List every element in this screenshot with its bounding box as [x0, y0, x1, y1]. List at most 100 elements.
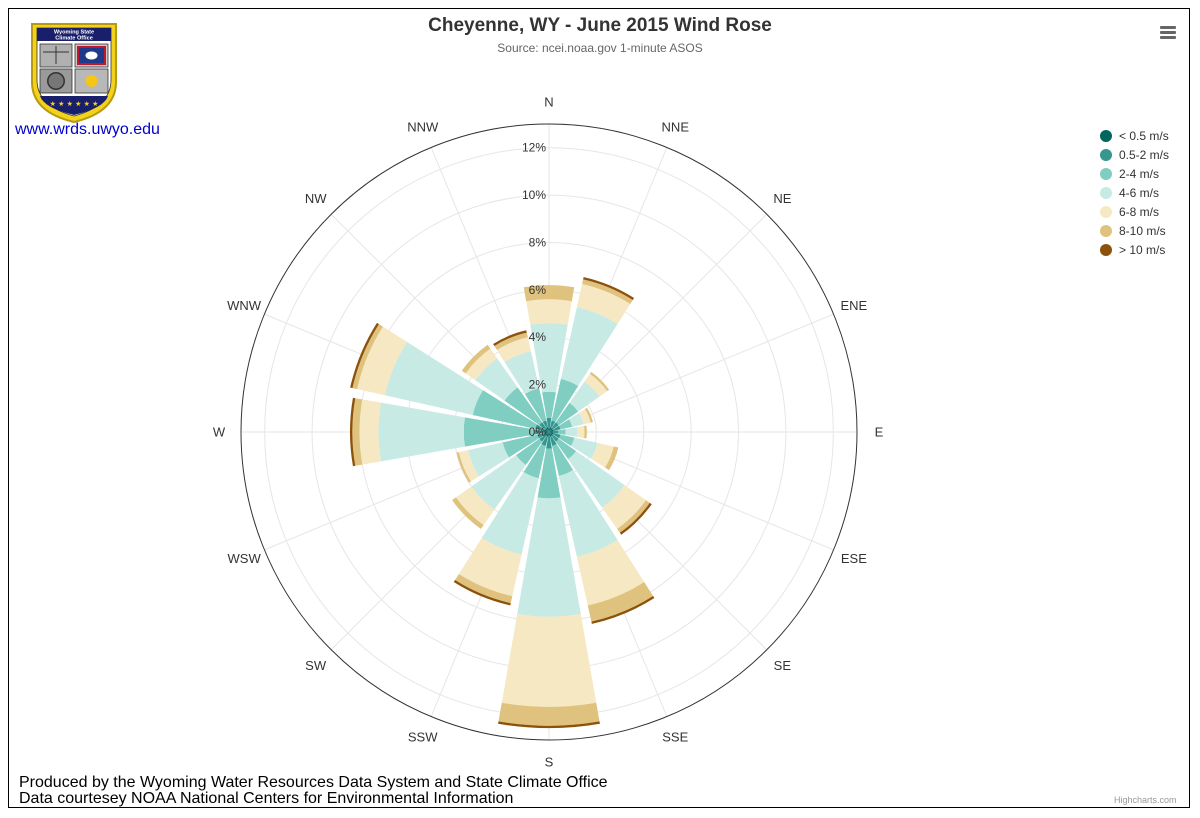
legend-item[interactable]: > 10 m/s — [1100, 240, 1169, 259]
legend-swatch-icon — [1100, 186, 1112, 199]
wind-rose-bars — [349, 277, 655, 729]
wind-bar-segment — [552, 444, 574, 476]
wind-bar-segment — [456, 452, 471, 483]
radial-tick-label: 2% — [529, 378, 547, 392]
legend-item[interactable]: 8-10 m/s — [1100, 221, 1169, 240]
wind-bar-segment — [494, 332, 528, 350]
wind-bar-segment — [523, 285, 575, 302]
wind-bar-segment — [589, 371, 610, 392]
wind-bar-segment — [359, 399, 381, 465]
chart-frame — [8, 8, 1190, 808]
wind-bar-segment — [504, 387, 543, 426]
legend-swatch-icon — [1100, 148, 1112, 161]
highcharts-credit-link[interactable]: Highcharts.com — [1114, 795, 1177, 805]
direction-label: ENE — [841, 298, 868, 313]
wind-bar-segment — [605, 446, 619, 471]
wind-bar-segment — [584, 373, 608, 397]
wind-bar-segment — [498, 702, 600, 726]
wind-bar-segment — [468, 442, 509, 477]
legend-item[interactable]: < 0.5 m/s — [1100, 126, 1169, 145]
legend-item[interactable]: 2-4 m/s — [1100, 164, 1169, 183]
wind-bar-segment — [526, 299, 572, 325]
legend-item[interactable]: 0.5-2 m/s — [1100, 145, 1169, 164]
grid-spoke — [548, 313, 834, 433]
wind-bar-segment — [553, 433, 561, 439]
wind-bar-segment — [349, 397, 356, 467]
footer-credit-line2: Data courtesey NOAA National Centers for… — [19, 790, 514, 807]
wind-bar-segment — [591, 596, 655, 624]
wind-bar-segment — [559, 419, 573, 430]
wind-bar-segment — [537, 448, 561, 499]
direction-label: WNW — [227, 298, 262, 313]
wind-bar-segment — [617, 500, 650, 533]
logo-text-line2: Climate Office — [55, 36, 93, 42]
direction-label: NE — [773, 191, 791, 206]
footer-credit-line1: Produced by the Wyoming Water Resources … — [19, 774, 608, 791]
legend-swatch-icon — [1100, 129, 1112, 142]
wind-bar-segment — [579, 409, 591, 425]
wind-bar-segment — [550, 420, 556, 428]
polar-axis-labels: N NNE NE ENE E ESE SE SSE S SSW SW WSW W WNW NW NNW 0% 2%… — [213, 95, 884, 770]
wind-bar-segment — [472, 390, 537, 429]
wind-bar-segment — [504, 351, 540, 394]
chart-legend: < 0.5 m/s 0.5-2 m/s 2-4 m/s 4-6 m/s 6-8 m/s 8… — [1100, 126, 1169, 259]
wind-bar-segment — [458, 538, 522, 597]
wind-bar-segment — [523, 444, 546, 479]
wind-bar-segment — [565, 427, 578, 437]
wind-bar-segment — [551, 434, 559, 442]
wind-bar-segment — [555, 402, 579, 426]
wind-bar-segment — [546, 432, 549, 437]
legend-swatch-icon — [1100, 205, 1112, 218]
legend-item[interactable]: 4-6 m/s — [1100, 183, 1169, 202]
wind-bar-segment — [544, 429, 549, 432]
legend-swatch-icon — [1100, 167, 1112, 180]
wind-bar-segment — [546, 417, 552, 428]
wind-bar-segment — [549, 429, 554, 432]
wind-bar-segment — [553, 430, 559, 434]
wind-bar-segment — [549, 432, 552, 437]
wind-bar-segment — [530, 323, 568, 393]
wind-bar-segment — [549, 428, 553, 432]
direction-label: NNW — [407, 120, 439, 135]
website-link[interactable]: www.wrds.uwyo.edu — [15, 121, 160, 138]
wind-bar-segment — [568, 451, 625, 508]
wind-bar-segment — [585, 407, 593, 423]
direction-label: SSE — [662, 729, 688, 744]
wind-bar-segment — [378, 402, 465, 462]
wind-bar-segment — [553, 425, 561, 431]
outer-ring — [240, 123, 858, 741]
direction-label: SW — [305, 658, 327, 673]
legend-swatch-icon — [1100, 243, 1112, 256]
svg-text:★ ★ ★ ★ ★ ★: ★ ★ ★ ★ ★ ★ — [50, 100, 99, 108]
wind-bar-segment — [558, 429, 566, 435]
radial-tick-label: 8% — [529, 235, 547, 249]
wind-bar-segment — [549, 431, 554, 433]
wind-bar-segment — [465, 348, 498, 381]
wind-bar-segment — [455, 574, 513, 604]
radial-tick-label: 0% — [529, 425, 547, 439]
wind-bar-segment — [501, 614, 597, 707]
wind-bar-segment — [461, 344, 491, 374]
wind-bar-segment — [502, 434, 539, 458]
logo-text-line1: Wyoming State — [54, 30, 94, 36]
wind-bar-segment — [549, 432, 554, 435]
direction-label: WSW — [228, 551, 262, 566]
direction-label: S — [545, 755, 554, 770]
hamburger-menu-icon[interactable] — [1154, 24, 1182, 46]
wind-bar-segment — [357, 326, 407, 396]
wind-bar-segment — [560, 307, 618, 386]
wind-bar-segment — [539, 434, 547, 442]
wind-bar-segment — [548, 427, 550, 432]
wind-bar-segment — [544, 431, 549, 433]
wind-bar-segment — [619, 502, 652, 535]
wind-bar-segment — [481, 472, 539, 555]
radial-tick-label: 10% — [522, 188, 546, 202]
wind-bar-segment — [576, 284, 631, 324]
wind-bar-segment — [471, 455, 526, 510]
wind-bar-segment — [559, 434, 575, 446]
wind-bar-segment — [545, 432, 549, 436]
radial-tick-label: 12% — [522, 141, 546, 155]
direction-label: SSW — [408, 729, 438, 744]
wind-bar-segment — [546, 436, 552, 449]
legend-item[interactable]: 6-8 m/s — [1100, 202, 1169, 221]
